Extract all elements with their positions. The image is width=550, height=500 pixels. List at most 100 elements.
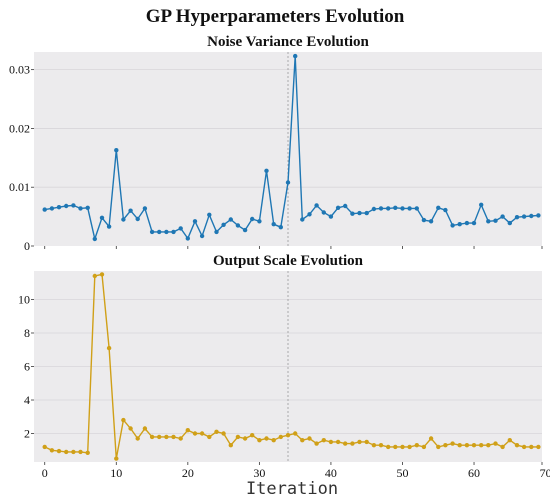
noise-data-point [214, 229, 219, 235]
scale-data-point [106, 345, 112, 351]
noise-data-point [250, 216, 255, 222]
noise-data-point [371, 206, 377, 212]
noise-data-point [221, 222, 226, 227]
noise-data-point [157, 229, 162, 235]
noise-series-line [44, 56, 539, 242]
noise-series [42, 53, 541, 242]
scale-data-point [185, 428, 190, 433]
noise-data-point [300, 217, 305, 222]
scale-data-point [335, 439, 341, 445]
scale-data-point [529, 444, 534, 450]
scale-data-point [228, 443, 233, 448]
noise-data-point [393, 205, 398, 210]
scale-y-axis: 2 4 6 8 10 [18, 292, 34, 441]
noise-data-point [264, 168, 269, 173]
noise-data-point [486, 219, 491, 224]
noise-data-point [207, 212, 212, 217]
scale-data-point [171, 434, 176, 440]
noise-data-point [400, 206, 405, 211]
noise-data-point [78, 206, 83, 211]
scale-data-point [450, 441, 455, 446]
noise-data-point [407, 206, 412, 211]
scale-data-point [421, 444, 427, 450]
scale-data-point [536, 444, 541, 450]
scale-data-point [428, 436, 434, 441]
noise-data-point [63, 203, 69, 209]
noise-data-point [443, 207, 448, 213]
noise-data-point [521, 214, 527, 219]
scale-data-point [271, 438, 276, 443]
scale-xtick-label: 0 [42, 466, 48, 480]
scale-xtick-label: 10 [110, 466, 122, 480]
scale-data-point [378, 443, 384, 448]
noise-data-point [414, 206, 419, 211]
scale-data-point [350, 441, 355, 446]
scale-data-point [63, 449, 69, 455]
noise-data-point [178, 226, 183, 231]
noise-data-point [321, 210, 326, 215]
scale-data-point [521, 444, 527, 450]
noise-data-point [56, 205, 62, 210]
scale-data-point [371, 443, 377, 448]
scale-data-point [293, 431, 298, 436]
scale-subplot-title: Output Scale Evolution [213, 253, 364, 269]
output-scale-panel: 2 4 6 8 10 0 10 20 30 40 50 60 70 Output Scale Evol… [18, 253, 550, 480]
scale-data-point [221, 431, 226, 436]
scale-data-point [164, 434, 169, 440]
noise-data-point [536, 213, 541, 218]
noise-data-point [92, 236, 98, 242]
scale-data-point [507, 438, 512, 443]
noise-data-point [450, 223, 455, 228]
noise-data-point [314, 203, 319, 208]
scale-data-point [471, 443, 477, 448]
scale-xtick-label: 20 [182, 466, 194, 480]
scale-data-point [357, 439, 362, 445]
scale-x-axis: 0 10 20 30 40 50 60 70 [42, 462, 550, 480]
noise-data-point [257, 219, 262, 224]
noise-data-point [335, 205, 341, 210]
noise-data-point [121, 217, 126, 222]
noise-data-point [149, 229, 155, 235]
noise-data-point [457, 222, 462, 227]
noise-data-point [421, 217, 427, 223]
scale-data-point [500, 444, 505, 450]
scale-data-point [278, 434, 283, 440]
scale-data-point [142, 426, 148, 431]
scale-ytick-label: 10 [18, 292, 30, 306]
scale-data-point [257, 438, 262, 443]
scale-data-point [157, 434, 162, 440]
scale-data-point [285, 433, 291, 438]
scale-data-point [42, 444, 47, 450]
noise-data-point [49, 206, 55, 211]
scale-ytick-label: 4 [24, 393, 30, 407]
scale-data-point [328, 439, 334, 445]
noise-data-point [228, 217, 233, 222]
scale-data-point [242, 436, 248, 441]
noise-data-point [378, 206, 384, 211]
noise-data-point [285, 180, 291, 185]
scale-ytick-label: 6 [24, 360, 30, 374]
noise-data-point [529, 213, 534, 219]
scale-data-point [78, 449, 83, 455]
scale-xtick-label: 60 [468, 466, 480, 480]
scale-series-line [44, 273, 539, 459]
scale-data-point [235, 434, 241, 440]
noise-ytick-label: 0.02 [9, 121, 30, 135]
noise-data-point [85, 205, 90, 210]
scale-data-point [364, 439, 369, 445]
scale-data-point [85, 450, 90, 455]
x-axis-label: Iteration [246, 479, 338, 499]
noise-data-point [328, 214, 334, 219]
scale-xtick-label: 70 [540, 466, 550, 480]
scale-data-point [343, 441, 348, 446]
scale-data-point [514, 443, 520, 448]
scale-data-point [114, 456, 119, 461]
noise-data-point [235, 223, 241, 228]
noise-ytick-label: 0.01 [9, 180, 30, 194]
scale-data-point [207, 434, 212, 440]
noise-data-point [114, 148, 119, 153]
noise-data-point [164, 229, 169, 235]
scale-xtick-label: 30 [253, 466, 265, 480]
noise-data-point [343, 203, 348, 209]
